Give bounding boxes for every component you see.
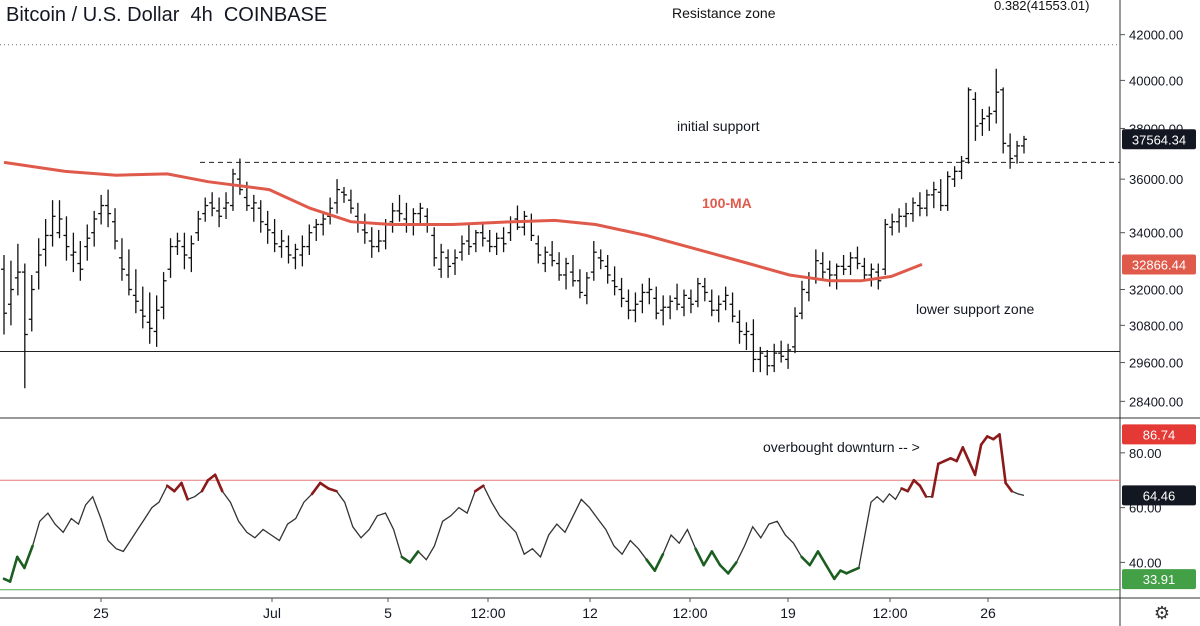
rsi-extreme-segment <box>318 481 330 490</box>
rsi-extreme-segment <box>906 478 916 493</box>
rsi-extreme-segment <box>23 544 34 570</box>
rsi-extreme-segment <box>400 555 412 564</box>
rsi-extreme-segment <box>408 550 420 564</box>
time-tick-label: 12:00 <box>672 605 707 621</box>
rsi-extreme-segment <box>645 558 657 572</box>
rsi-extreme-segment <box>851 566 861 572</box>
rsi-high-tag: 86.74 <box>1143 427 1176 442</box>
last-price-tag-bg <box>1122 129 1196 150</box>
rsi-extreme-segment <box>15 555 26 570</box>
rsi-extreme-segment <box>702 550 714 567</box>
rsi-extreme-segment <box>955 446 965 463</box>
price-tick-label: 36000.00 <box>1129 172 1183 187</box>
price-tick-label: 29600.00 <box>1129 356 1183 371</box>
rsi-extreme-segment <box>979 435 989 446</box>
time-tick-label: 12 <box>582 605 598 621</box>
rsi-extreme-segment <box>718 563 730 575</box>
rsi-extreme-segment <box>653 552 665 572</box>
rsi-extreme-segment <box>200 478 210 493</box>
ma-value-tag-bg <box>1122 254 1196 275</box>
time-tick-label: 12:00 <box>872 605 907 621</box>
time-tick-label: 5 <box>384 605 392 621</box>
last-price-tag: 37564.34 <box>1132 132 1186 147</box>
rsi-extreme-segment <box>180 481 189 501</box>
rsi-current-tag-bg <box>1122 485 1196 506</box>
rsi-extreme-segment <box>808 550 820 567</box>
rsi-current-tag: 64.46 <box>1143 488 1176 503</box>
rsi-extreme-segment <box>832 569 842 581</box>
rsi-extreme-segment <box>800 555 812 567</box>
rsi-extreme-segment <box>710 550 722 567</box>
candles-group <box>1 68 1027 389</box>
price-tick-label: 40000.00 <box>1129 73 1183 88</box>
rsi-extreme-segment <box>824 563 836 581</box>
price-tick-label: 34000.00 <box>1129 226 1183 241</box>
initial-support-label: initial support <box>677 118 760 134</box>
rsi-extreme-segment <box>912 478 922 488</box>
rsi-extreme-segment <box>165 484 176 493</box>
rsi-extreme-segment <box>973 443 983 477</box>
lower-support-label: lower support zone <box>916 301 1035 317</box>
rsi-extreme-segment <box>473 484 485 493</box>
rsi-extreme-segment <box>310 481 322 496</box>
rsi-tick-label: 40.00 <box>1129 555 1162 570</box>
rsi-extreme-segment <box>816 550 828 567</box>
gear-icon[interactable]: ⚙ <box>1153 603 1171 623</box>
rsi-extreme-segment <box>726 561 738 575</box>
rsi-extreme-segment <box>967 459 977 477</box>
rsi-extreme-segment <box>961 446 971 463</box>
ma-label: 100-MA <box>702 195 752 211</box>
time-tick-label: 25 <box>93 605 109 621</box>
rsi-extreme-segment <box>206 473 217 482</box>
time-tick-label: Jul <box>263 605 281 621</box>
rsi-extreme-segment <box>8 555 19 583</box>
price-tick-label: 42000.00 <box>1129 28 1183 43</box>
rsi-extreme-segment <box>930 462 940 498</box>
ma100-line <box>3 160 923 283</box>
rsi-line <box>3 433 1025 583</box>
resistance-zone-label: Resistance zone <box>672 5 776 21</box>
price-tick-label: 32000.00 <box>1129 283 1183 298</box>
rsi-extreme-segment <box>1004 481 1014 493</box>
overbought-label: overbought downturn -- > <box>763 439 920 455</box>
ma-value-tag: 32866.44 <box>1132 257 1186 272</box>
rsi-extreme-segment <box>213 473 224 493</box>
rsi-high-tag-bg <box>1122 424 1196 445</box>
rsi-extreme-segment <box>173 481 183 493</box>
time-tick-label: 26 <box>980 605 996 621</box>
price-tick-label: 28400.00 <box>1129 394 1183 409</box>
chart-title: Bitcoin / U.S. Dollar 4h COINBASE <box>6 4 328 26</box>
rsi-extreme-segment <box>694 547 706 567</box>
rsi-low-tag: 33.91 <box>1143 572 1176 587</box>
rsi-extreme-segment <box>327 487 338 493</box>
rsi-tick-label: 80.00 <box>1129 446 1162 461</box>
rsi-low-tag-bg <box>1122 569 1196 590</box>
fib-level-label: 0.382(41553.01) <box>994 0 1089 13</box>
time-tick-label: 19 <box>780 605 796 621</box>
rsi-extreme-segment <box>998 433 1007 485</box>
time-tick-label: 12:00 <box>470 605 505 621</box>
rsi-extreme-segment <box>918 484 928 498</box>
price-tick-label: 30800.00 <box>1129 318 1183 333</box>
